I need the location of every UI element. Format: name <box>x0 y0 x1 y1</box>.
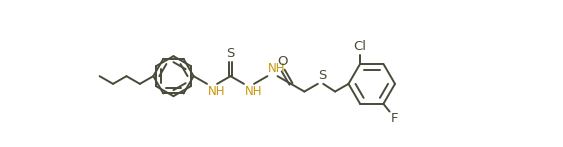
Text: O: O <box>277 55 288 68</box>
Text: S: S <box>226 47 235 60</box>
Text: NH: NH <box>268 62 285 75</box>
Text: F: F <box>390 112 398 125</box>
Text: NH: NH <box>208 85 225 98</box>
Text: Cl: Cl <box>354 40 367 53</box>
Text: NH: NH <box>245 85 262 98</box>
Text: S: S <box>319 69 327 82</box>
